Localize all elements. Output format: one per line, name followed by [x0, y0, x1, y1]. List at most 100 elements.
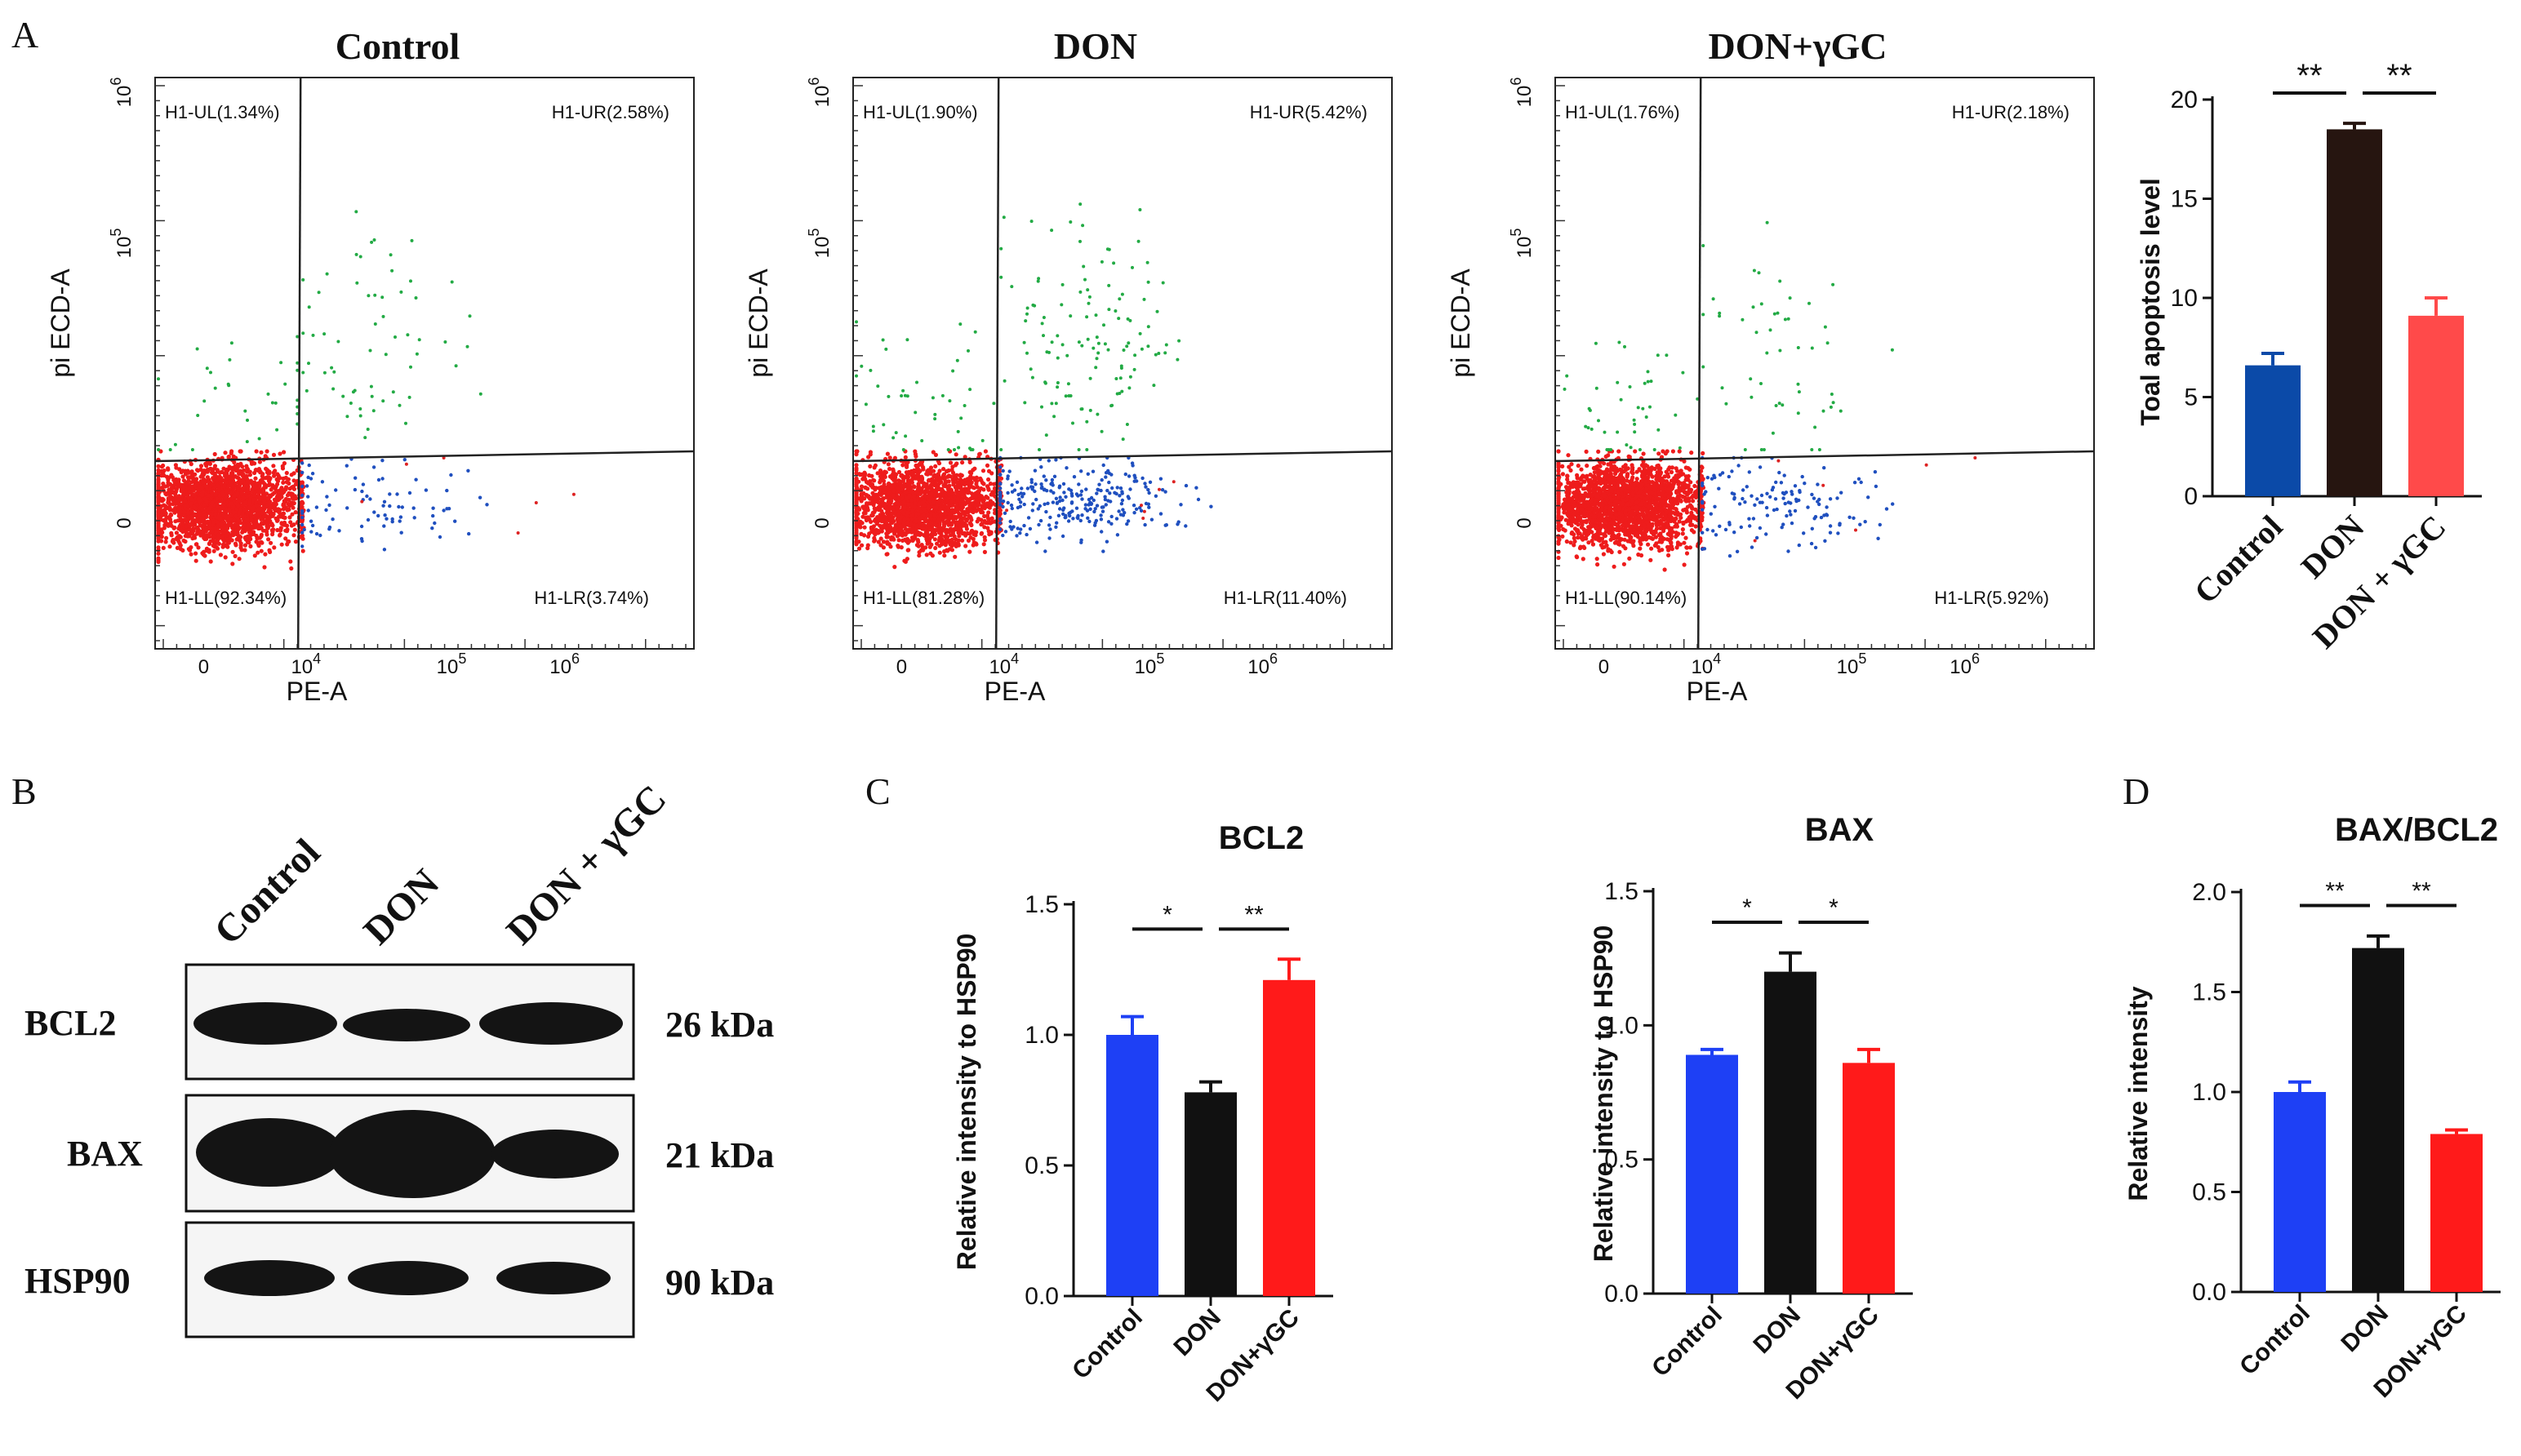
event-dot-ll [210, 482, 215, 487]
event-dot-ll [241, 468, 247, 473]
event-dot-ll [885, 451, 890, 456]
event-dot-stray [534, 501, 538, 504]
event-dot-ll [892, 526, 897, 530]
event-dot-ll [982, 525, 987, 530]
event-dot-ll [930, 526, 935, 531]
event-dot-ur [1095, 357, 1099, 361]
event-dot-ll [225, 526, 230, 530]
event-dot-ll [886, 462, 891, 467]
event-dot-ll [198, 512, 202, 517]
event-dot-ur [358, 414, 362, 418]
event-dot-ll [279, 542, 284, 547]
event-dot-ur [1050, 340, 1054, 344]
event-dot-lr [1099, 513, 1103, 517]
event-dot-ll [921, 513, 926, 517]
event-dot-ll [907, 493, 912, 498]
event-dot-ll [896, 538, 901, 543]
event-dot-ll [963, 477, 967, 482]
event-dot-ll [184, 528, 189, 533]
event-dot-ll [192, 477, 197, 482]
event-dot-ll [263, 552, 268, 557]
event-dot-ll [235, 499, 240, 504]
event-dot-ll [986, 468, 992, 473]
event-dot-ul [266, 392, 270, 396]
event-dot-lr [424, 488, 429, 492]
event-dot-ll [952, 510, 957, 515]
event-dot-ll [856, 546, 862, 551]
event-dot-ll [892, 565, 897, 570]
event-dot-ll [863, 485, 868, 490]
event-dot-ll [156, 556, 161, 561]
event-dot-ll [279, 486, 284, 491]
event-dot-ur [1025, 312, 1029, 316]
event-dot-ll [270, 492, 275, 497]
event-dot-ll [888, 517, 893, 522]
event-dot-ll [884, 518, 889, 523]
event-dot-lr [1061, 482, 1066, 486]
event-dot-ul [992, 402, 996, 406]
event-dot-lr [1120, 491, 1124, 495]
event-dot-ll [265, 496, 270, 501]
event-dot-ll [948, 521, 953, 526]
event-dot-ur [1140, 347, 1144, 351]
event-dot-ll [921, 467, 926, 472]
event-dot-lr [1144, 485, 1148, 489]
event-dot-ll [254, 449, 259, 454]
panel-letter-d: D [2123, 770, 2150, 812]
event-dot-ur [354, 210, 358, 214]
event-dot-lr [1022, 523, 1026, 528]
event-dot-ll [907, 478, 912, 483]
event-dot-ur [1132, 367, 1136, 371]
event-dot-ll [191, 492, 196, 498]
event-dot-ll [952, 476, 957, 481]
event-dot-ll [204, 520, 209, 526]
event-dot-ll [224, 489, 229, 494]
event-dot-ur [336, 340, 340, 344]
event-dot-ul [195, 347, 199, 351]
scatter-events [156, 210, 576, 571]
y-tick-label: 0 [113, 517, 136, 528]
event-dot-lr [998, 527, 1003, 531]
event-dot-lr [1101, 549, 1105, 553]
event-dot-ll [276, 492, 281, 497]
event-dot-ul [887, 394, 891, 398]
event-dot-ur [1161, 281, 1165, 285]
event-dot-ll [941, 522, 947, 527]
event-dot-lr [327, 525, 332, 530]
event-dot-ll [949, 544, 954, 548]
event-dot-lr [998, 486, 1003, 491]
event-dot-ll [854, 540, 859, 545]
event-dot-ur [351, 390, 355, 394]
event-dot-lr [1176, 520, 1180, 524]
event-dot-ul [914, 411, 918, 415]
event-dot-ll [183, 468, 188, 473]
event-dot-ll [893, 478, 898, 483]
event-dot-lr [1106, 520, 1111, 524]
event-dot-lr [1030, 508, 1035, 513]
event-dot-ll [974, 530, 979, 535]
event-dot-ll [883, 504, 888, 509]
event-dot-ll [862, 525, 867, 530]
event-dot-ll [259, 532, 264, 537]
event-dot-ur [311, 333, 315, 337]
event-dot-ll [275, 472, 280, 477]
event-dot-lr [1087, 497, 1092, 502]
event-dot-ll [222, 483, 227, 489]
event-dot-ur [1069, 314, 1073, 318]
event-dot-ul [296, 361, 300, 365]
event-dot-ll [982, 513, 987, 519]
event-dot-ll [228, 535, 233, 539]
y-tick-label: 106 [108, 78, 136, 108]
event-dot-lr [1074, 492, 1079, 496]
event-dot-lr [1010, 483, 1014, 487]
event-dot-ll [967, 549, 972, 554]
event-dot-ur [1177, 339, 1181, 343]
event-dot-ll [933, 545, 938, 551]
event-dot-ul [168, 448, 172, 451]
event-dot-lr [397, 504, 401, 509]
event-dot-ur [1060, 303, 1064, 307]
event-dot-lr [1115, 533, 1120, 537]
event-dot-ul [229, 341, 233, 345]
event-dot-ll [854, 528, 859, 533]
event-dot-lr [1069, 501, 1074, 505]
